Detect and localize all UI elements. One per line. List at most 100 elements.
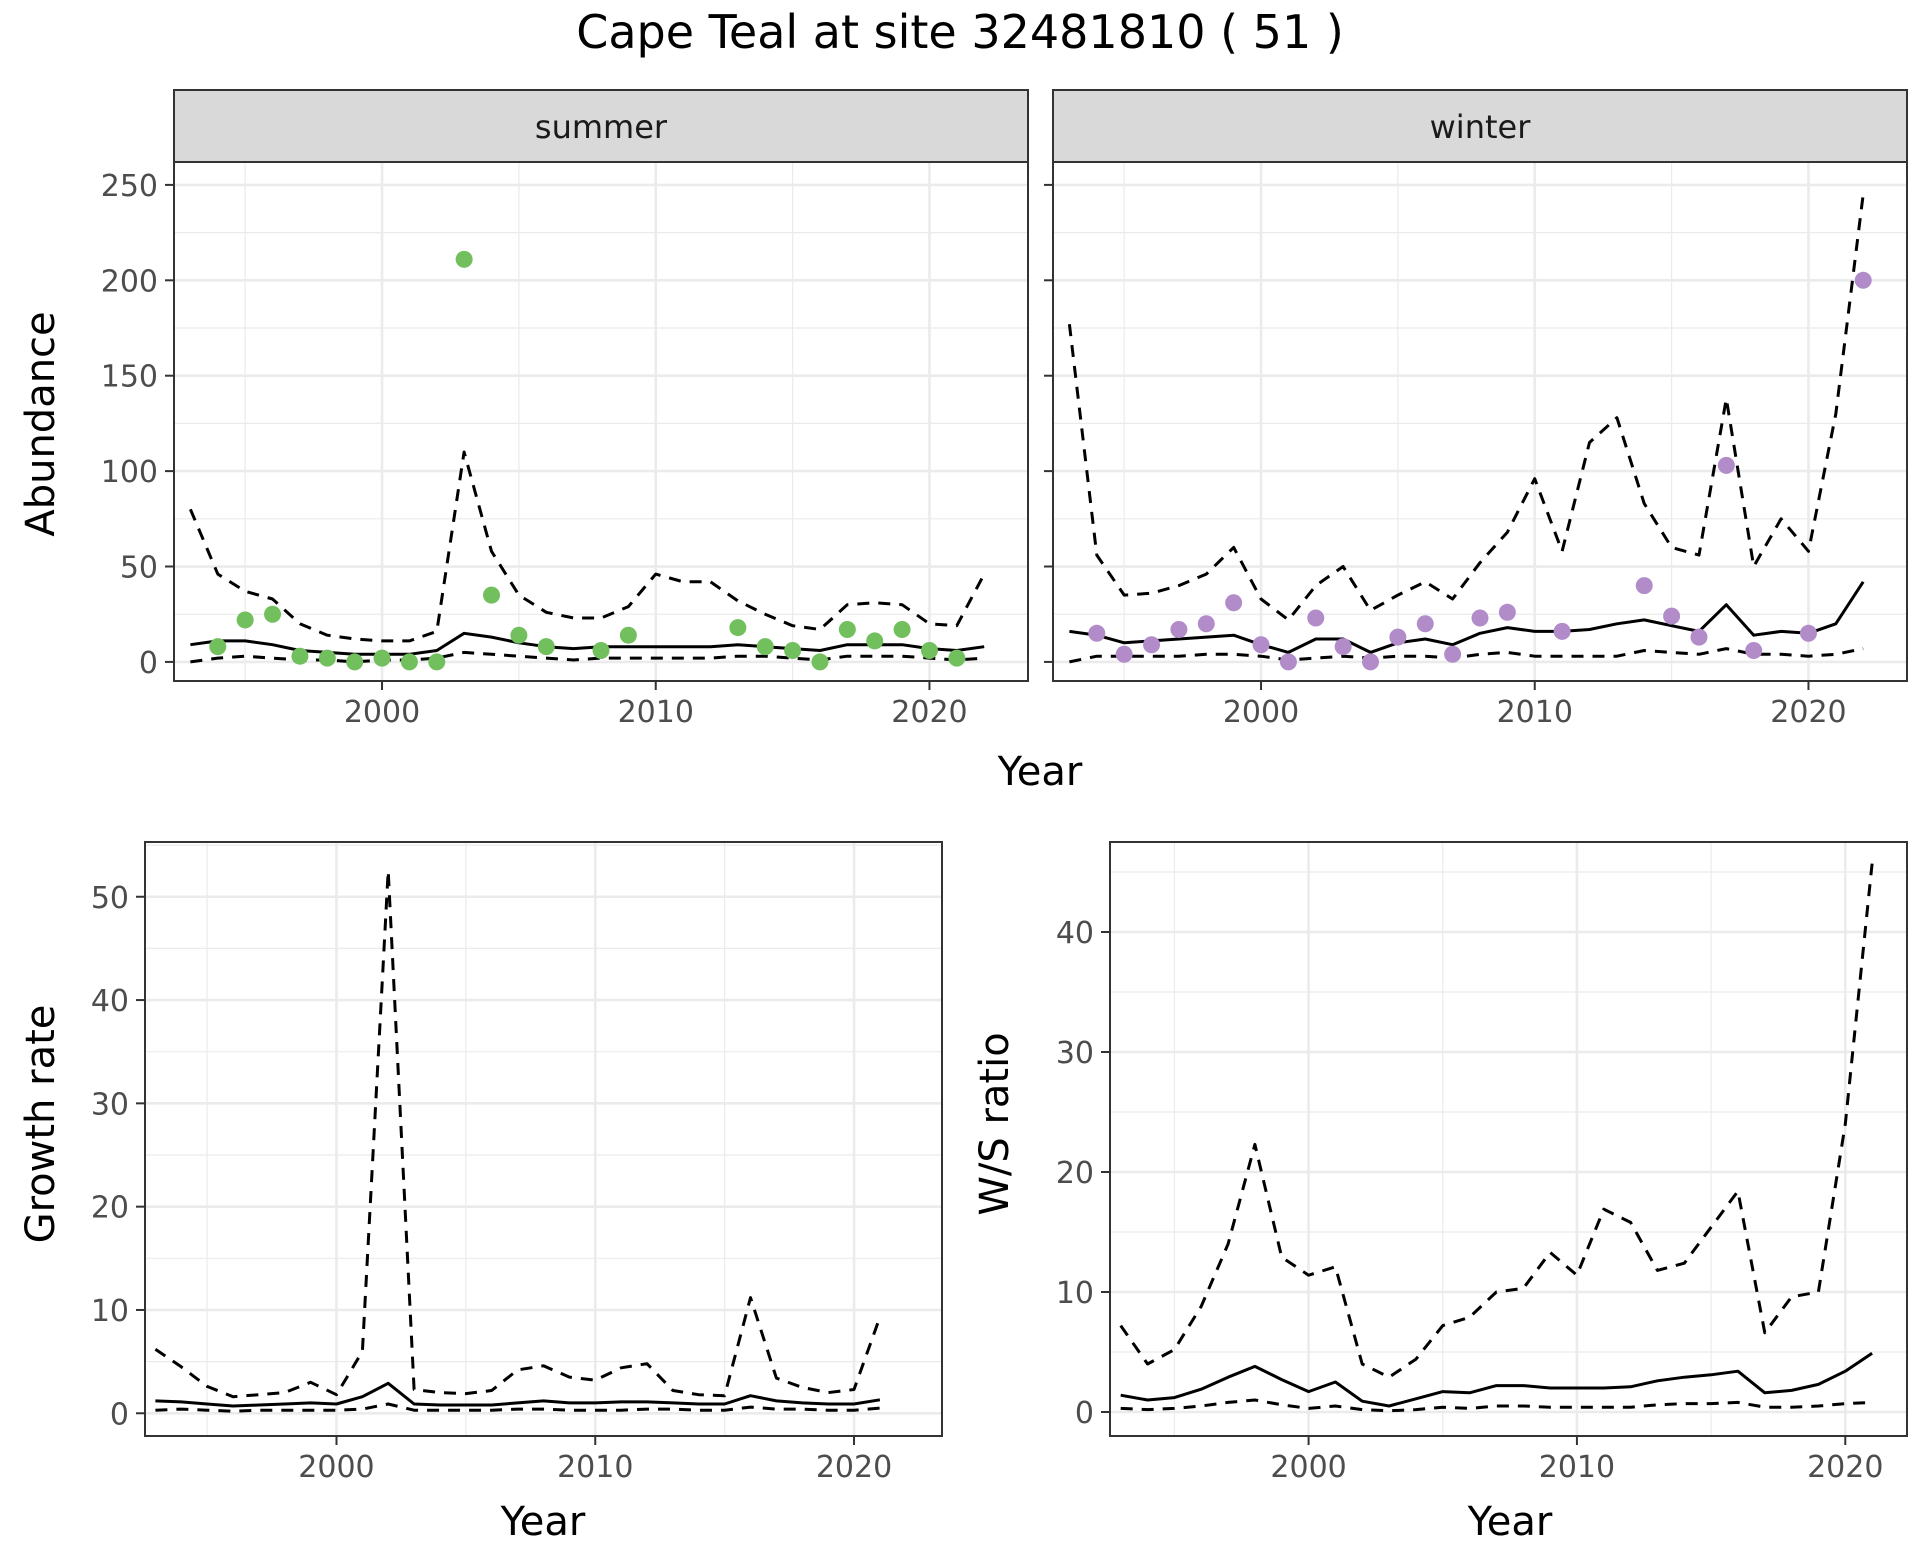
summer-observation-point (592, 641, 610, 659)
summer-y-tick-label: 0 (139, 646, 158, 681)
summer-plot-background (174, 162, 1028, 681)
growth-x-tick-label: 2010 (557, 1450, 633, 1485)
summer-observation-point (346, 653, 364, 671)
winter-observation-point (1362, 653, 1380, 671)
figure-title: Cape Teal at site 32481810 ( 51 ) (576, 5, 1344, 59)
summer-y-tick-label: 200 (101, 264, 158, 299)
winter-observation-point (1416, 615, 1434, 633)
winter-observation-point (1225, 594, 1243, 612)
summer-observation-point (264, 605, 282, 623)
winter-x-tick-label: 2020 (1770, 695, 1846, 730)
ratio-y-tick-label: 20 (1056, 1156, 1094, 1191)
winter-observation-point (1143, 636, 1161, 654)
winter-observation-point (1170, 620, 1188, 638)
winter-observation-point (1115, 645, 1133, 663)
growth-rate-plot-area: 0 10 20 30 40 50 2000 2010 2020 (91, 841, 943, 1485)
growth-upper-bound-line (154, 869, 882, 1399)
summer-observation-point (729, 619, 747, 637)
growth-rate-y-axis-label: Growth rate (18, 1005, 64, 1244)
winter-strip-label: winter (1430, 108, 1532, 146)
summer-strip-label: summer (535, 108, 668, 146)
growth-y-tick-label: 30 (91, 1087, 129, 1122)
winter-x-tick-label: 2010 (1497, 695, 1573, 730)
ratio-plot-background (1110, 842, 1907, 1436)
growth-plot-background (145, 842, 942, 1436)
winter-plot-background (1053, 162, 1907, 681)
ws-ratio-x-axis-label: Year (1467, 1499, 1553, 1545)
ratio-y-tick-label: 30 (1056, 1036, 1094, 1071)
winter-plot-area: 2000 2010 2020 (1044, 161, 1908, 730)
growth-rate-x-axis-label: Year (500, 1499, 586, 1545)
winter-observation-point (1635, 577, 1653, 595)
ws-ratio-panel: 0 10 20 30 40 2000 2010 2020 (1056, 841, 1908, 1485)
summer-observation-point (483, 586, 501, 604)
ratio-y-tick-label: 40 (1056, 916, 1094, 951)
winter-observation-point (1663, 607, 1681, 625)
winter-observation-point (1444, 645, 1462, 663)
winter-upper-bound-line (1067, 194, 1865, 622)
ratio-x-tick-label: 2020 (1807, 1450, 1883, 1485)
top-x-axis-label: Year (997, 749, 1083, 795)
summer-strip (173, 89, 1029, 163)
summer-observation-point (291, 647, 309, 665)
growth-rate-panel: 0 10 20 30 40 50 2000 2010 2020 (91, 841, 943, 1485)
growth-x-tick-label: 2000 (298, 1450, 374, 1485)
summer-observation-point (619, 626, 637, 644)
ws-ratio-plot-area: 0 10 20 30 40 2000 2010 2020 (1056, 841, 1908, 1485)
ratio-upper-bound-line (1119, 863, 1874, 1379)
ratio-mean-line (1120, 1351, 1873, 1408)
ratio-y-tick-label: 10 (1056, 1276, 1094, 1311)
growth-panel-border (144, 841, 943, 1437)
winter-strip (1052, 89, 1908, 163)
winter-observation-point (1307, 609, 1325, 627)
winter-observation-point (1690, 628, 1708, 646)
summer-observation-point (784, 641, 802, 659)
summer-observation-point (236, 611, 254, 629)
summer-observation-point (811, 653, 829, 671)
summer-panel: summer 0 50 100 150 200 250 2000 2010 2020 (101, 89, 1029, 730)
winter-observation-point (1553, 622, 1571, 640)
ratio-y-tick-label: 0 (1075, 1396, 1094, 1431)
summer-y-tick-label: 50 (120, 551, 158, 586)
summer-upper-bound-line (189, 450, 986, 643)
ws-ratio-y-axis-label: W/S ratio (972, 1032, 1018, 1215)
growth-lower-bound-line (155, 1402, 881, 1413)
growth-y-tick-label: 0 (110, 1397, 129, 1432)
summer-observation-point (318, 649, 336, 667)
summer-observation-point (756, 638, 774, 656)
summer-x-tick-label: 2000 (344, 695, 420, 730)
winter-observation-point (1799, 624, 1817, 642)
summer-observation-point (948, 649, 966, 667)
winter-observation-point (1389, 628, 1407, 646)
summer-y-tick-label: 100 (101, 455, 158, 490)
winter-x-tick-label: 2000 (1223, 695, 1299, 730)
summer-observation-point (373, 649, 391, 667)
abundance-y-axis-label: Abundance (18, 311, 64, 536)
summer-observation-point (866, 632, 884, 650)
growth-y-tick-label: 50 (91, 881, 129, 916)
summer-observation-point (510, 626, 528, 644)
winter-observation-point (1197, 615, 1215, 633)
summer-y-tick-label: 250 (101, 169, 158, 204)
winter-panel: winter 2000 2010 2020 (1044, 89, 1908, 730)
ratio-x-tick-label: 2000 (1270, 1450, 1346, 1485)
winter-lower-bound-line (1069, 647, 1864, 664)
winter-observation-point (1854, 271, 1872, 289)
winter-observation-point (1088, 624, 1106, 642)
summer-observation-point (209, 638, 227, 656)
summer-panel-border (173, 161, 1029, 682)
summer-observation-point (537, 638, 555, 656)
winter-observation-point (1334, 638, 1352, 656)
winter-observation-point (1279, 653, 1297, 671)
winter-panel-border (1052, 161, 1908, 682)
summer-y-tick-label: 150 (101, 360, 158, 395)
summer-observation-point (428, 653, 446, 671)
growth-y-tick-label: 10 (91, 1294, 129, 1329)
summer-observation-point (920, 641, 938, 659)
growth-mean-line (155, 1381, 881, 1408)
growth-y-tick-label: 20 (91, 1191, 129, 1226)
summer-observation-point (400, 653, 418, 671)
summer-plot-area: 0 50 100 150 200 250 2000 2010 2020 (101, 161, 1029, 730)
summer-x-tick-label: 2020 (891, 695, 967, 730)
